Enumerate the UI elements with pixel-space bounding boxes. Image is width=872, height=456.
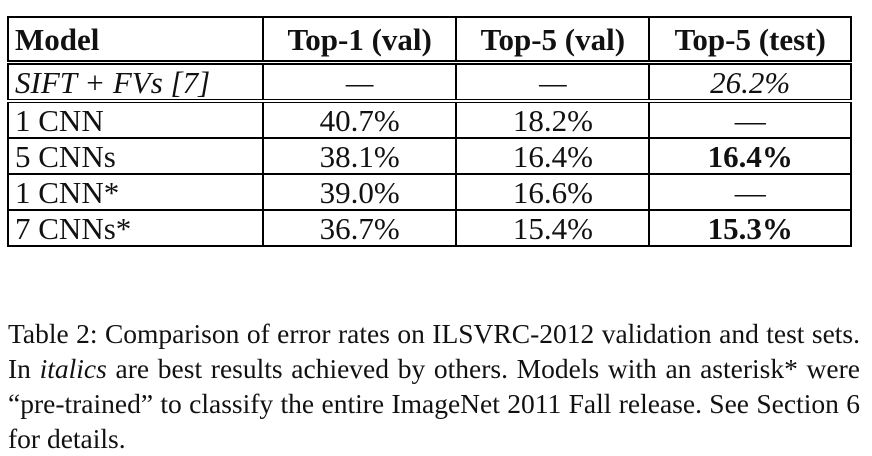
cell-model: 7 CNNs* — [6, 209, 265, 247]
cell-top1-val: 39.0% — [262, 173, 458, 211]
cell-top5-test: 26.2% — [648, 61, 852, 103]
caption-italic-word: italics — [39, 352, 107, 384]
cell-model: 1 CNN — [6, 100, 265, 139]
cell-top5-val: 18.2% — [455, 100, 651, 139]
caption-text-start: Table 2: Comparison of error rates on IL… — [8, 317, 860, 384]
header-top1-val: Top-1 (val) — [262, 16, 458, 65]
table-row: 7 CNNs* 36.7% 15.4% 15.3% — [6, 209, 852, 247]
cell-model: SIFT + FVs [7] — [6, 61, 265, 103]
cell-top5-test: — — [648, 173, 852, 211]
cell-top5-val: — — [455, 61, 651, 103]
cell-top1-val: 36.7% — [262, 209, 458, 247]
table-row: 1 CNN 40.7% 18.2% — — [6, 100, 852, 139]
cell-top1-val: 40.7% — [262, 100, 458, 139]
cell-model: 1 CNN* — [6, 173, 265, 211]
header-top5-val: Top-5 (val) — [455, 16, 651, 65]
header-model: Model — [6, 16, 265, 65]
cell-top1-val: 38.1% — [262, 137, 458, 175]
cell-top5-val: 16.4% — [455, 137, 651, 175]
results-table: Model Top-1 (val) Top-5 (val) Top-5 (tes… — [6, 16, 852, 247]
cell-top1-val: — — [262, 61, 458, 103]
cell-model: 5 CNNs — [6, 137, 265, 175]
table-row: 1 CNN* 39.0% 16.6% — — [6, 173, 852, 211]
table-header-row: Model Top-1 (val) Top-5 (val) Top-5 (tes… — [6, 16, 852, 65]
table-caption: Table 2: Comparison of error rates on IL… — [8, 316, 860, 456]
cell-top5-test: — — [648, 100, 852, 139]
caption-text-end: are best results achieved by others. Mod… — [8, 352, 860, 454]
cell-top5-test: 15.3% — [648, 209, 852, 247]
header-top5-test: Top-5 (test) — [648, 16, 852, 65]
table-row: 5 CNNs 38.1% 16.4% 16.4% — [6, 137, 852, 175]
cell-top5-val: 16.6% — [455, 173, 651, 211]
cell-top5-test: 16.4% — [648, 137, 852, 175]
cell-top5-val: 15.4% — [455, 209, 651, 247]
table-row: SIFT + FVs [7] — — 26.2% — [6, 61, 852, 103]
